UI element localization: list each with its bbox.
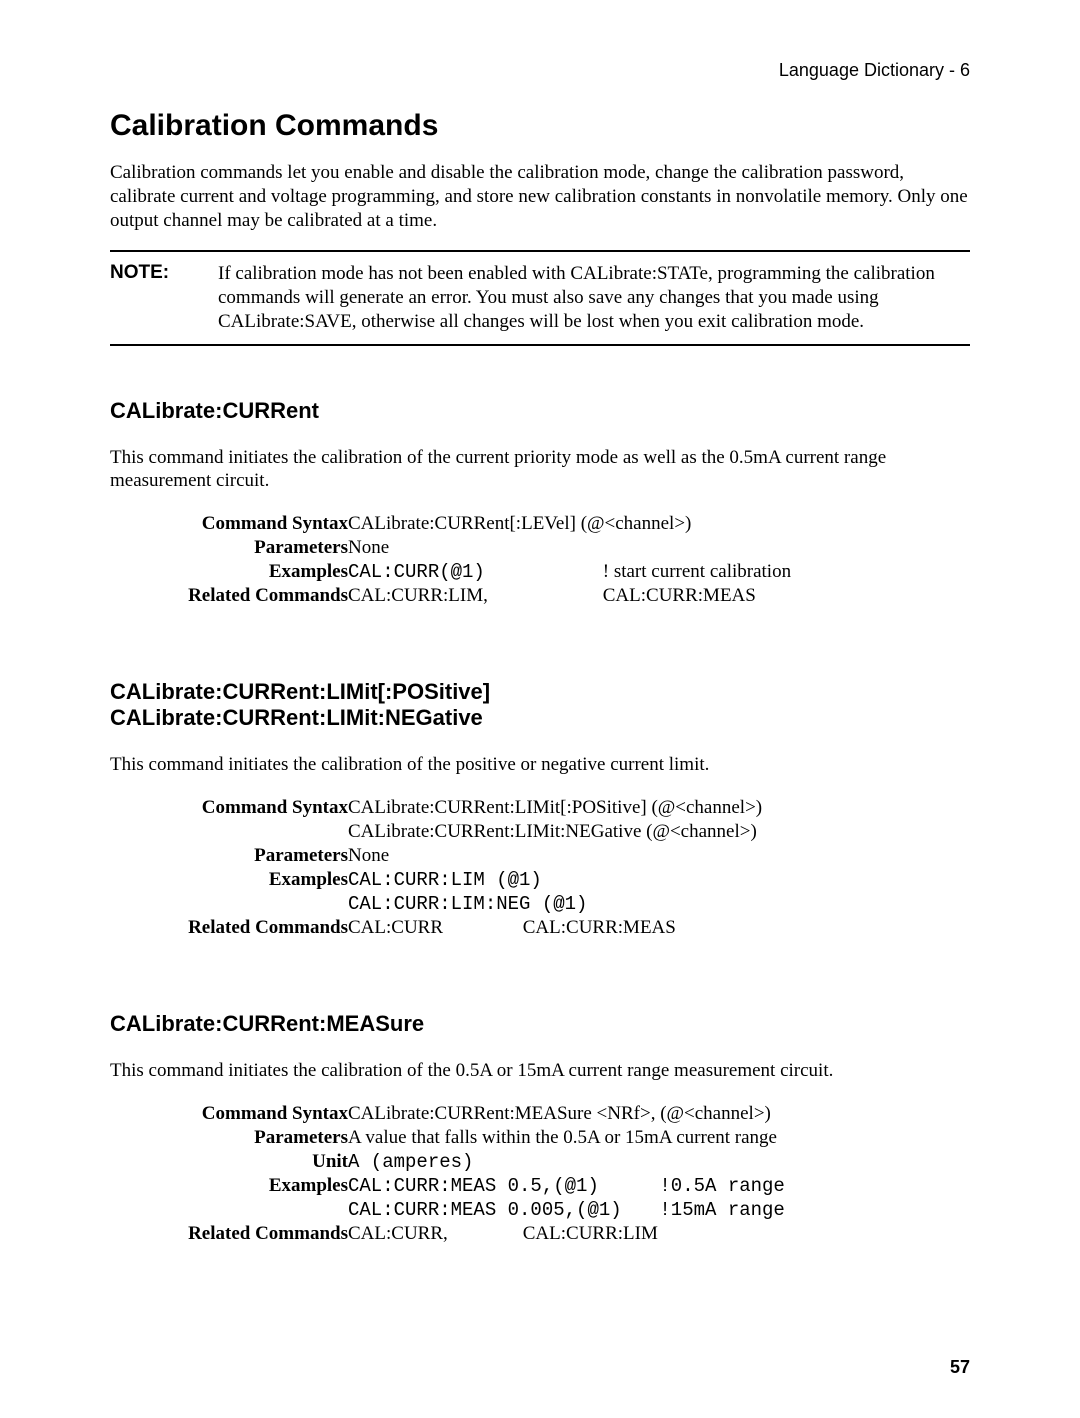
cmd-desc: This command initiates the calibration o… [110,1059,970,1083]
example-code: CAL:CURR:MEAS 0.005,(@1) [348,1199,648,1221]
page-content: Language Dictionary - 6 Calibration Comm… [0,0,1080,1418]
example-code: CAL:CURR:LIM (@1) [348,869,762,893]
examples-row-2: CAL:CURR:LIM:NEG (@1) [158,893,762,917]
syntax-row: Command Syntax CALibrate:CURRent:MEASure… [158,1103,785,1127]
row-label: Examples [158,869,348,893]
row-label: Parameters [158,537,348,561]
examples-row-2: CAL:CURR:MEAS 0.005,(@1) !15mA range [158,1199,785,1223]
command-section-limit: CALibrate:CURRent:LIMit[:POSitive] CALib… [110,679,970,941]
related-row: Related Commands CAL:CURR:LIM, CAL:CURR:… [158,585,791,609]
syntax-row-2: CALibrate:CURRent:LIMit:NEGative (@<chan… [158,821,762,845]
example-code: CAL:CURR(@1) [348,561,598,583]
note-box: NOTE: If calibration mode has not been e… [110,250,970,345]
row-label [158,1199,348,1223]
row-label: Command Syntax [158,797,348,821]
related-row: Related Commands CAL:CURR, CAL:CURR:LIM [158,1223,785,1247]
page-header: Language Dictionary - 6 [110,60,970,81]
definition-table: Command Syntax CALibrate:CURRent:LIMit[:… [158,797,762,941]
note-text: If calibration mode has not been enabled… [218,262,970,333]
unit-row: Unit A (amperes) [158,1151,785,1175]
row-value: CALibrate:CURRent:MEASure <NRf>, (@<chan… [348,1103,785,1127]
example-comment: !15mA range [659,1199,784,1221]
cmd-title: CALibrate:CURRent:LIMit[:POSitive] CALib… [110,679,970,731]
params-row: Parameters A value that falls within the… [158,1127,785,1151]
row-label: Parameters [158,845,348,869]
examples-row: Examples CAL:CURR(@1) ! start current ca… [158,561,791,585]
row-label: Command Syntax [158,513,348,537]
example-code: CAL:CURR:LIM:NEG (@1) [348,893,762,917]
related-cmd: CAL:CURR, [348,1223,518,1245]
cmd-title: CALibrate:CURRent:MEASure [110,1011,970,1037]
syntax-row: Command Syntax CALibrate:CURRent[:LEVel]… [158,513,791,537]
row-label [158,821,348,845]
row-value: None [348,537,791,561]
page-number: 57 [110,1357,970,1378]
row-label: Command Syntax [158,1103,348,1127]
row-label: Related Commands [158,1223,348,1247]
row-label [158,893,348,917]
intro-paragraph: Calibration commands let you enable and … [110,161,970,232]
row-value: CAL:CURR:MEAS 0.005,(@1) !15mA range [348,1199,785,1223]
examples-row: Examples CAL:CURR:MEAS 0.5,(@1) !0.5A ra… [158,1175,785,1199]
row-label: Related Commands [158,917,348,941]
cmd-desc: This command initiates the calibration o… [110,446,970,494]
definition-table: Command Syntax CALibrate:CURRent:MEASure… [158,1103,785,1247]
related-row: Related Commands CAL:CURR CAL:CURR:MEAS [158,917,762,941]
related-cmd: CAL:CURR:LIM, [348,585,598,607]
title-line: CALibrate:CURRent:LIMit:NEGative [110,705,483,730]
row-value: CAL:CURR(@1) ! start current calibration [348,561,791,585]
related-cmd: CAL:CURR:MEAS [523,917,676,938]
related-cmd: CAL:CURR:MEAS [603,585,756,606]
note-label: NOTE: [110,262,218,333]
row-value: None [348,845,762,869]
row-value: CAL:CURR:LIM, CAL:CURR:MEAS [348,585,791,609]
params-row: Parameters None [158,845,762,869]
row-value: A value that falls within the 0.5A or 15… [348,1127,785,1151]
row-label: Examples [158,1175,348,1199]
title-line: CALibrate:CURRent:LIMit[:POSitive] [110,679,490,704]
row-value: CAL:CURR, CAL:CURR:LIM [348,1223,785,1247]
example-code: CAL:CURR:MEAS 0.5,(@1) [348,1175,648,1197]
command-section-measure: CALibrate:CURRent:MEASure This command i… [110,1011,970,1247]
command-section-current: CALibrate:CURRent This command initiates… [110,398,970,610]
row-value: CAL:CURR:MEAS 0.5,(@1) !0.5A range [348,1175,785,1199]
row-value: CALibrate:CURRent:LIMit:NEGative (@<chan… [348,821,762,845]
row-value: CALibrate:CURRent[:LEVel] (@<channel>) [348,513,791,537]
definition-table: Command Syntax CALibrate:CURRent[:LEVel]… [158,513,791,609]
example-comment: ! start current calibration [603,561,791,582]
related-cmd: CAL:CURR:LIM [523,1223,658,1244]
params-row: Parameters None [158,537,791,561]
row-label: Parameters [158,1127,348,1151]
example-comment: !0.5A range [659,1175,784,1197]
row-value: A (amperes) [348,1151,785,1175]
row-label: Unit [158,1151,348,1175]
row-label: Examples [158,561,348,585]
row-label: Related Commands [158,585,348,609]
main-title: Calibration Commands [110,109,970,143]
cmd-title: CALibrate:CURRent [110,398,970,424]
examples-row: Examples CAL:CURR:LIM (@1) [158,869,762,893]
row-value: CAL:CURR CAL:CURR:MEAS [348,917,762,941]
row-value: CALibrate:CURRent:LIMit[:POSitive] (@<ch… [348,797,762,821]
syntax-row: Command Syntax CALibrate:CURRent:LIMit[:… [158,797,762,821]
cmd-desc: This command initiates the calibration o… [110,753,970,777]
related-cmd: CAL:CURR [348,917,518,939]
